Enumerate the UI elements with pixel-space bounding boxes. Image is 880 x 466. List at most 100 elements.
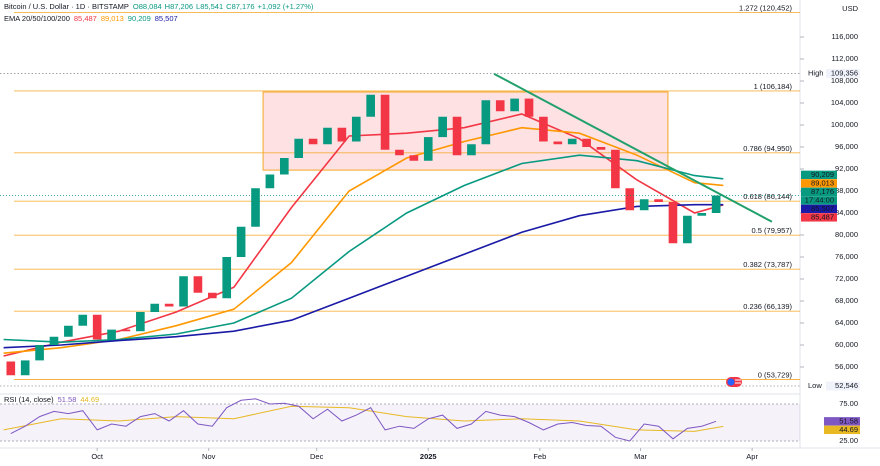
y-tick-label: 80,000 bbox=[835, 230, 858, 239]
symbol-title: Bitcoin / U.S. Dollar · 1D · BITSTAMP bbox=[4, 2, 129, 11]
high-value-box bbox=[826, 69, 860, 79]
candle-body bbox=[654, 199, 663, 202]
fib-label: 0.618 (86,144) bbox=[743, 192, 792, 201]
price-label-box bbox=[801, 179, 837, 188]
candle-body bbox=[208, 292, 217, 299]
candle-body bbox=[107, 329, 116, 340]
y-tick-label: 100,000 bbox=[831, 120, 858, 129]
ema-line bbox=[3, 154, 724, 344]
price-label-box bbox=[801, 187, 837, 197]
price-label-box bbox=[801, 196, 837, 205]
rsi-tick-label: 25.00 bbox=[839, 436, 858, 445]
y-tick-label: 92,000 bbox=[835, 164, 858, 173]
ema-value: 85,487 bbox=[74, 14, 97, 23]
candle-body bbox=[539, 116, 548, 142]
candle-body bbox=[236, 226, 246, 257]
plot-layer: 56,000 60,000 64,000 68,000 72,000 76,000 80,0… bbox=[0, 3, 860, 461]
rsi-ma-line bbox=[3, 405, 724, 432]
y-tick-label: 116,000 bbox=[831, 32, 858, 41]
x-tick-label: Feb bbox=[533, 452, 546, 461]
high-label: High bbox=[808, 69, 823, 78]
y-tick-label: 72,000 bbox=[835, 274, 858, 283]
ema-value: 85,507 bbox=[155, 14, 178, 23]
price-label-box bbox=[801, 170, 837, 180]
rsi-header: RSI (14, close) 51.58 44.69 bbox=[4, 395, 99, 404]
trendline bbox=[493, 72, 773, 223]
ohlc-low: L85,541 bbox=[196, 2, 223, 11]
y-tick-label: 108,000 bbox=[831, 76, 858, 85]
candle-body bbox=[279, 157, 289, 175]
low-value: 52,546 bbox=[835, 381, 858, 390]
rsi-tick-label: 75.00 bbox=[839, 399, 858, 408]
fib-label: 0.786 (94,950) bbox=[743, 144, 792, 153]
candle-body bbox=[467, 144, 476, 156]
currency-label: USD bbox=[842, 4, 858, 13]
candle-body bbox=[567, 138, 577, 145]
rsi-value: 51.58 bbox=[58, 395, 77, 404]
low-label: Low bbox=[808, 381, 822, 390]
low-value-box bbox=[826, 381, 860, 391]
price-label: 85,487 bbox=[811, 212, 834, 221]
candle-body bbox=[64, 325, 73, 337]
y-tick-label: 84,000 bbox=[835, 208, 858, 217]
x-tick-label: Oct bbox=[91, 452, 104, 461]
candle-body bbox=[222, 256, 232, 299]
x-tick-label: Mar bbox=[634, 452, 647, 461]
candle-body bbox=[337, 127, 347, 142]
candle-body bbox=[711, 195, 721, 213]
y-tick-label: 68,000 bbox=[835, 296, 858, 305]
x-tick-label: Dec bbox=[310, 452, 324, 461]
ohlc-open: O88,084 bbox=[133, 2, 162, 11]
candle-body bbox=[697, 212, 707, 216]
candle-body bbox=[380, 94, 390, 150]
candle-body bbox=[395, 149, 404, 156]
candle-body bbox=[164, 303, 174, 307]
y-tick-label: 104,000 bbox=[831, 98, 858, 107]
rsi-line bbox=[10, 398, 717, 442]
candle-body bbox=[423, 137, 433, 161]
candle-body bbox=[438, 116, 447, 138]
x-tick-label: Nov bbox=[202, 452, 216, 461]
fib-label: 0.236 (66,139) bbox=[743, 302, 792, 311]
candle-body bbox=[78, 314, 88, 326]
candle-body bbox=[683, 215, 692, 244]
price-label: 85,507 bbox=[811, 204, 834, 213]
fib-label: 0.382 (73,787) bbox=[743, 260, 792, 269]
ema-line bbox=[3, 126, 724, 354]
rsi-band bbox=[0, 403, 800, 442]
indicator-line: EMA 20/50/100/200 85,487 89,013 90,209 85,50… bbox=[4, 14, 178, 23]
candle-body bbox=[524, 98, 534, 117]
price-label: 90,209 bbox=[811, 170, 834, 179]
candle-body bbox=[35, 344, 44, 361]
ema-value: 89,013 bbox=[101, 14, 124, 23]
price-label: 87,176 bbox=[811, 187, 834, 196]
candle-body bbox=[6, 361, 16, 376]
y-tick-label: 56,000 bbox=[835, 362, 858, 371]
candle-body bbox=[308, 138, 318, 145]
candle-body bbox=[294, 138, 304, 158]
price-label: 89,013 bbox=[811, 178, 834, 187]
y-tick-label: 76,000 bbox=[835, 252, 858, 261]
high-value: 109,356 bbox=[831, 69, 858, 78]
rsi-ma-box bbox=[824, 425, 860, 435]
candle-body bbox=[193, 276, 203, 293]
candle-body bbox=[611, 149, 620, 189]
candle-body bbox=[625, 188, 635, 211]
rsi-ma-label: 44.69 bbox=[839, 425, 858, 434]
y-tick-label: 96,000 bbox=[835, 142, 858, 151]
y-tick-label: 112,000 bbox=[831, 54, 858, 63]
candle-body bbox=[150, 303, 160, 312]
candle-body bbox=[366, 94, 375, 117]
candle-body bbox=[452, 116, 462, 156]
candle-body bbox=[351, 116, 361, 142]
candle-body bbox=[582, 138, 591, 147]
price-label-box bbox=[801, 213, 837, 222]
price-label: 17:44:00 bbox=[805, 195, 834, 204]
candle-body bbox=[136, 311, 145, 332]
candle-body bbox=[179, 276, 188, 307]
rsi-value-label: 51.58 bbox=[839, 416, 858, 425]
candle-body bbox=[639, 199, 649, 211]
y-tick-label: 88,000 bbox=[835, 186, 858, 195]
